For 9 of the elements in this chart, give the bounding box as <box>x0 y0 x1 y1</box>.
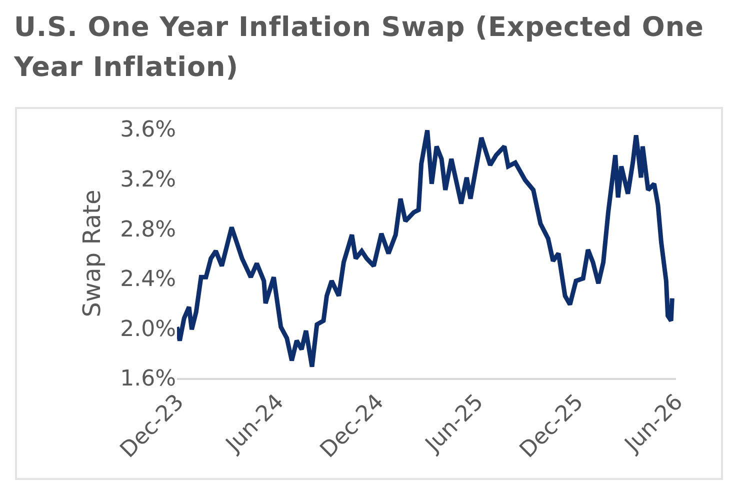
y-tick-label: 2.0% <box>120 316 176 342</box>
line-series <box>177 129 674 370</box>
y-axis-title: Swap Rate <box>78 190 106 318</box>
chart-title: U.S. One Year Inflation Swap (Expected One Year Inflation) <box>14 11 704 85</box>
y-tick-label: 1.6% <box>120 366 176 392</box>
y-tick-label: 3.6% <box>120 118 176 143</box>
y-tick-label: 3.2% <box>120 168 176 192</box>
y-tick-label: 2.4% <box>120 267 176 292</box>
y-tick-label: 2.8% <box>120 217 176 242</box>
